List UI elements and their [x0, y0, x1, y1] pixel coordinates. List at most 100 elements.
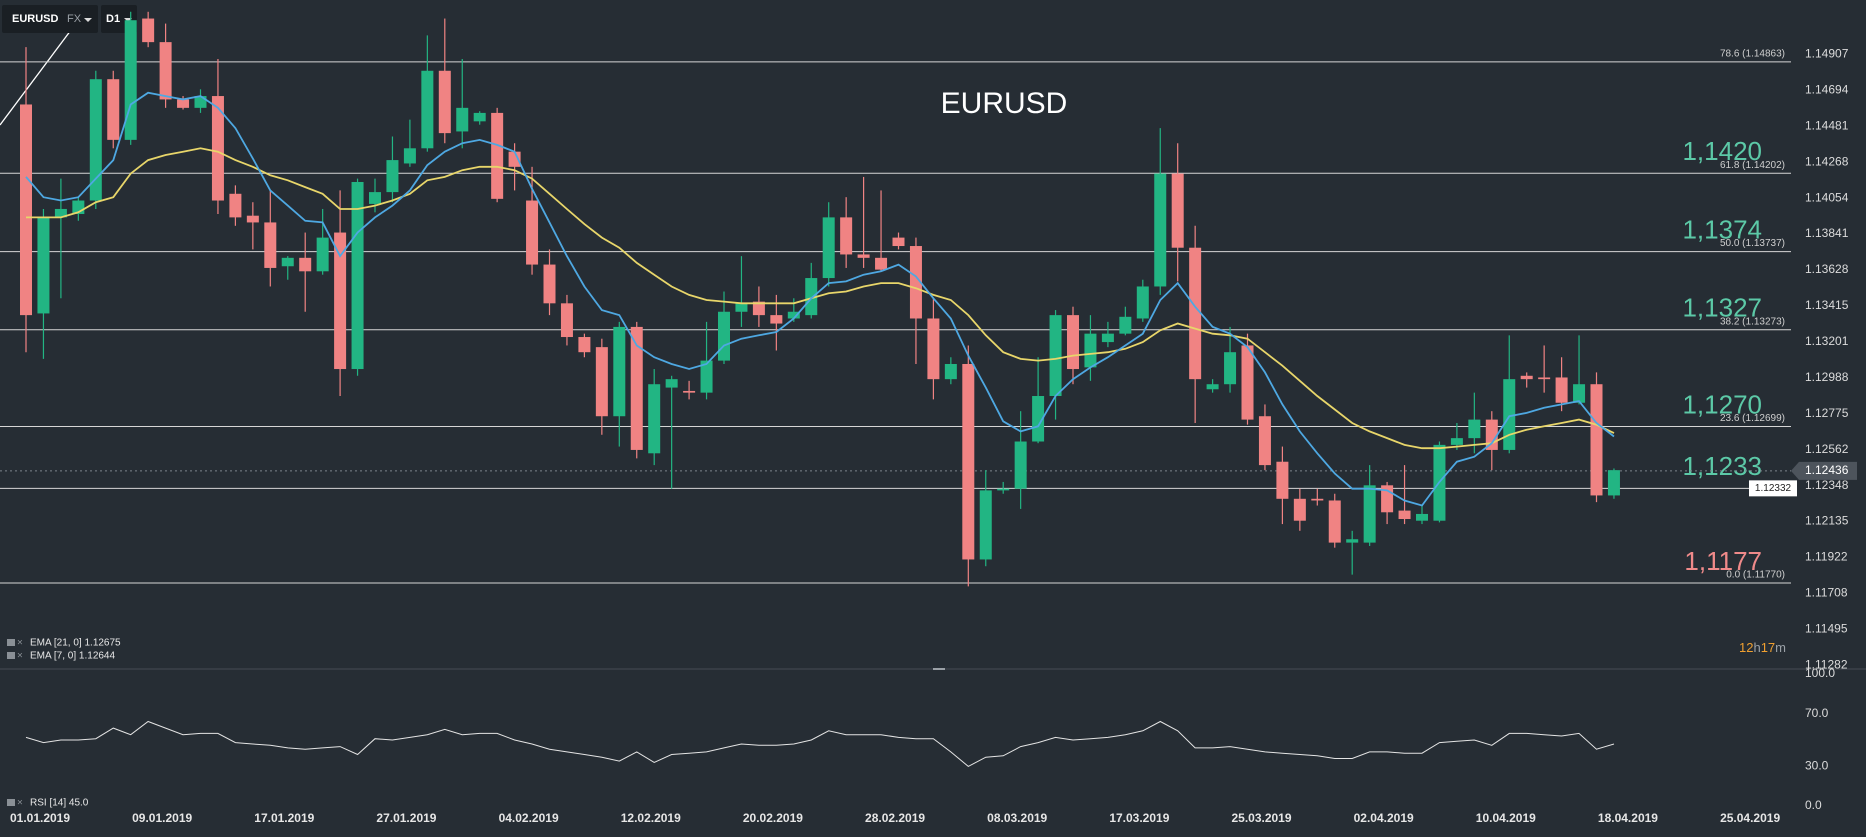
candle-body — [1154, 173, 1167, 287]
ema-line — [25, 91, 1615, 507]
level-tag: 1.12332 — [1755, 483, 1792, 494]
level-note: 1,1233 — [1682, 451, 1762, 481]
x-tick-label: 09.01.2019 — [132, 811, 192, 825]
legend-entry: EMA [21, 0] 1.12675 — [30, 638, 121, 649]
y-tick-label: 1.12135 — [1805, 514, 1849, 528]
candle-body — [1136, 286, 1149, 319]
candle-body — [857, 254, 870, 258]
timer-part: 17 — [1761, 640, 1775, 655]
candle-body — [142, 18, 155, 43]
candle-body — [1311, 498, 1324, 501]
x-tick-label: 18.04.2019 — [1598, 811, 1658, 825]
y-tick-label: 1.14054 — [1805, 190, 1849, 204]
level-label: 38.2 (1.13273) — [1720, 316, 1785, 327]
candle-body — [944, 363, 957, 380]
candle-body — [683, 390, 696, 393]
candle-body — [648, 384, 661, 454]
candle-body — [805, 278, 818, 316]
y-tick-label: 1.14694 — [1805, 82, 1849, 96]
candle-body — [560, 303, 573, 338]
candle-body — [1607, 470, 1620, 496]
x-tick-label: 01.01.2019 — [10, 811, 70, 825]
timer-part: 12 — [1739, 640, 1753, 655]
x-tick-label: 17.01.2019 — [254, 811, 314, 825]
level-label: 61.8 (1.14202) — [1720, 160, 1785, 171]
candle-body — [979, 490, 992, 560]
candle-body — [211, 96, 224, 201]
candle-body — [840, 217, 853, 255]
candle-body — [735, 303, 748, 312]
y-tick-label: 1.12988 — [1805, 370, 1849, 384]
candle-body — [875, 257, 888, 270]
candle-body — [177, 99, 190, 108]
candle-body — [822, 217, 835, 279]
candle-body — [334, 232, 347, 370]
ema-line — [26, 147, 1615, 450]
level-note: 1,1420 — [1682, 136, 1762, 166]
y-tick-label: 1.13201 — [1805, 334, 1849, 348]
rsi-tick-label: 30.0 — [1805, 759, 1829, 773]
candle-body — [37, 217, 50, 314]
y-tick-label: 1.14481 — [1805, 118, 1849, 132]
candle-body — [89, 79, 102, 201]
level-note: 1,1327 — [1682, 293, 1762, 323]
candle-body — [508, 151, 521, 167]
candle-body — [665, 379, 678, 388]
chart-title: EURUSD — [941, 87, 1068, 120]
candle-body — [1520, 375, 1533, 380]
y-tick-label: 1.14268 — [1805, 154, 1849, 168]
candle-body — [1573, 384, 1586, 403]
legend-close: × — [17, 638, 23, 649]
candle-body — [246, 215, 259, 223]
candle-body — [1014, 441, 1027, 489]
candle-body — [351, 181, 364, 370]
candle-body — [700, 360, 713, 393]
level-tag-box — [1749, 480, 1797, 497]
candle-body — [438, 70, 451, 134]
x-tick-label: 25.03.2019 — [1231, 811, 1291, 825]
candle-body — [54, 208, 67, 218]
level-note: 1,1270 — [1682, 389, 1762, 419]
candle-body — [1450, 438, 1463, 445]
level-note: 1,1177 — [1684, 546, 1762, 576]
symbol-box[interactable] — [2, 5, 98, 33]
rsi-tick-label: 100.0 — [1805, 666, 1835, 680]
level-note: 1,1374 — [1682, 214, 1762, 244]
candle-body — [787, 311, 800, 319]
x-tick-label: 28.02.2019 — [865, 811, 925, 825]
x-tick-label: 10.04.2019 — [1476, 811, 1536, 825]
legend-entry: EMA [7, 0] 1.12644 — [30, 651, 115, 662]
candle-body — [1468, 419, 1481, 439]
legend-close: × — [17, 798, 23, 809]
candle-body — [770, 315, 783, 324]
candle-body — [718, 311, 730, 361]
candle-body — [1538, 377, 1551, 380]
candle-body — [1346, 539, 1359, 543]
candle-body — [543, 264, 556, 304]
level-label: 23.6 (1.12699) — [1720, 413, 1785, 424]
legend-icon — [7, 639, 15, 646]
y-tick-label: 1.11495 — [1805, 622, 1848, 636]
rsi-line — [25, 720, 1615, 767]
timer-part: h — [1753, 640, 1760, 655]
candle-body — [1363, 485, 1376, 543]
level-label: 50.0 (1.13737) — [1720, 238, 1785, 249]
candle-body — [194, 96, 207, 108]
candle-body — [526, 200, 539, 265]
level-label: 0.0 (1.11770) — [1726, 570, 1785, 581]
y-tick-label: 1.13415 — [1805, 298, 1849, 312]
candle-body — [752, 301, 765, 316]
rsi-tick-label: 0.0 — [1805, 798, 1822, 812]
candle-body — [1555, 377, 1568, 403]
candle-body — [892, 237, 905, 247]
candle-timer: 12h17m — [1739, 640, 1786, 655]
candle-body — [1416, 513, 1428, 521]
candle-body — [630, 326, 643, 450]
candle-body — [1119, 316, 1132, 334]
candle-body — [1398, 510, 1411, 520]
candle-body — [578, 337, 591, 353]
y-tick-label: 1.12348 — [1805, 478, 1849, 492]
x-tick-label: 04.02.2019 — [499, 811, 559, 825]
